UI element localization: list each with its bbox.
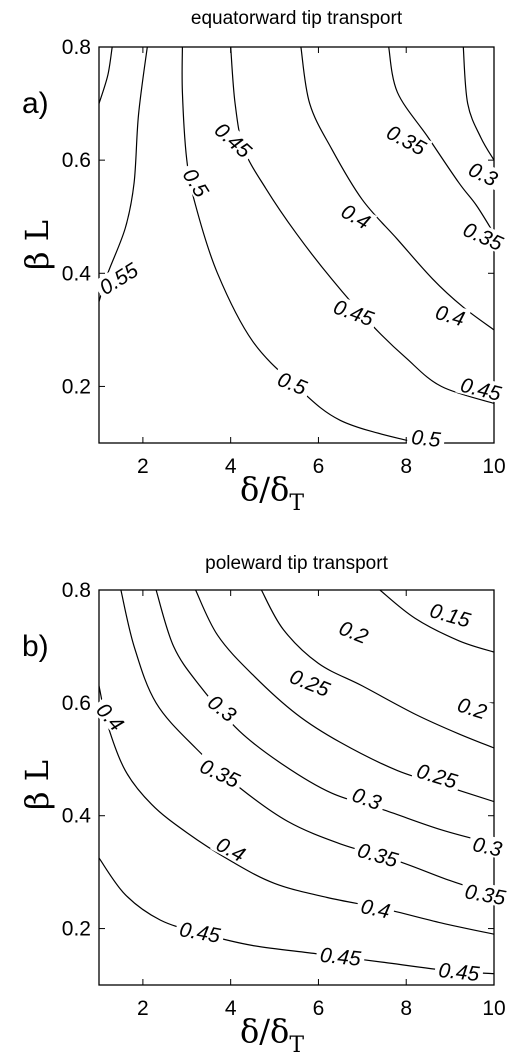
contour-line-0.55 [99,47,113,104]
contour-label-bg [284,663,337,701]
contour-label: 0.45 [434,958,484,986]
chart-title-b: poleward tip transport [205,553,388,574]
contour-label-bg [460,879,511,908]
contour-label-text: 0.45 [437,959,480,986]
contour-lines-a [99,47,494,443]
y-tick-label: 0.2 [62,375,91,398]
x-tick-label: 6 [313,455,325,478]
y-axis-label-b: β L [18,760,56,810]
contour-label: 0.3 [467,832,508,862]
contour-label-bg [462,156,505,191]
x-axis-label-b: δ/δT [240,1012,304,1058]
contour-lines-b [99,590,494,975]
panel-label-a: a) [22,87,49,120]
x-axis-label-main-a: δ/δ [240,470,289,508]
x-tick-label: 4 [225,997,237,1020]
x-tick-label: 8 [400,997,412,1020]
contour-label-bg [380,119,433,160]
contour-line-0.15 [379,590,494,653]
x-axis-label-sub-b: T [289,1033,304,1058]
panel-b: 2 4 6 8 10 0.2 0.4 0.6 0.8 0.4 0.30.250.20.150.35… [18,553,511,1058]
contour-label-bg [451,692,494,723]
contour-label-bg [92,256,144,300]
x-tick-label: 2 [137,997,149,1020]
ticks-a: 2 4 6 8 10 0.2 0.4 0.6 0.8 [62,36,506,478]
contour-line-0.4 [99,685,494,935]
contour-label-bg [201,688,244,727]
contour-label-bg [90,695,131,737]
x-tick-label: 10 [482,997,505,1020]
contour-label-bg [271,366,314,399]
contour-label-bg [434,958,484,984]
contour-label-bg [429,300,471,330]
contour-label-text: 0.45 [319,944,362,971]
y-tick-label: 0.4 [62,805,92,828]
contour-labels-b: 0.4 0.30.250.20.150.350.30.250.20.4 0.350.… [90,598,511,986]
contour-label-bg [315,943,366,969]
ticks-b: 2 4 6 8 10 0.2 0.4 0.6 0.8 [62,579,506,1020]
contour-label: 0.5 [406,425,446,452]
contour-label-bg [424,598,477,631]
contour-label-bg [333,615,375,648]
contour-label-bg [178,161,215,204]
chart-title-a: equatorward tip transport [191,8,403,29]
panel-label-b: b) [22,630,49,663]
contour-line-0.45 [230,47,494,404]
contour-label-bg [210,831,253,867]
y-tick-label: 0.6 [62,149,91,172]
contour-label-bg [411,758,464,792]
x-tick-label: 2 [137,455,149,478]
contour-line-0.45 [99,857,494,975]
contour-label-bg [467,832,508,860]
y-tick-label: 0.6 [62,692,91,715]
contour-label-bg [327,294,380,330]
x-tick-label: 4 [225,455,237,478]
contour-label: 0.45 [315,943,366,971]
x-tick-label: 10 [482,455,505,478]
contour-label-bg [406,425,446,450]
contour-line-0.35 [120,590,494,896]
contour-line-0.35 [388,47,494,235]
contour-label-bg [455,372,507,404]
x-tick-label: 6 [313,997,325,1020]
contour-label-bg [209,116,259,164]
contour-label-bg [457,216,510,255]
contour-line-0.3 [155,590,494,845]
x-axis-label-main-b: δ/δ [240,1012,289,1050]
x-axis-label-a: δ/δT [240,470,304,516]
contour-line-0.2 [260,590,494,749]
y-tick-label: 0.4 [62,262,92,285]
contour-label-text: 0.5 [410,426,442,452]
contour-label-bg [346,782,388,814]
y-tick-label: 0.8 [62,579,91,602]
x-tick-label: 8 [400,455,412,478]
y-tick-label: 0.8 [62,36,91,59]
contour-line-0.5 [181,47,433,443]
y-axis-label-a: β L [18,220,56,270]
x-axis-label-sub-a: T [289,491,304,516]
contour-label-bg [352,838,404,871]
contour-label-bg [335,197,378,234]
contour-line-0.4 [300,47,494,331]
contour-line-0.3 [462,47,494,161]
contour-label-bg [174,917,226,946]
panel-a: 2 4 6 8 100.20.40.60.8 0.550.50.450.50.450.4… [18,8,510,516]
contour-label-bg [194,753,247,792]
contour-label-bg [355,894,396,922]
y-tick-label: 0.2 [62,918,91,941]
